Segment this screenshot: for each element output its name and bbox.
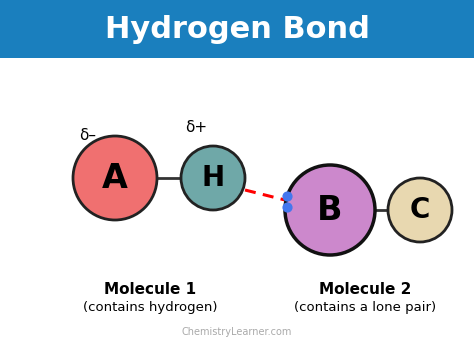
- Point: [283, 193, 291, 199]
- Circle shape: [285, 165, 375, 255]
- Text: H: H: [201, 164, 225, 192]
- Text: C: C: [410, 196, 430, 224]
- Circle shape: [181, 146, 245, 210]
- Text: δ+: δ+: [185, 120, 207, 135]
- Text: Molecule 1: Molecule 1: [104, 282, 196, 298]
- Circle shape: [388, 178, 452, 242]
- Bar: [0, 0, 474, 58]
- Text: A: A: [102, 161, 128, 195]
- Text: (contains hydrogen): (contains hydrogen): [83, 301, 217, 314]
- Text: Molecule 2: Molecule 2: [319, 282, 411, 298]
- Point: [283, 204, 291, 210]
- Text: ChemistryLearner.com: ChemistryLearner.com: [182, 327, 292, 337]
- Text: δ–: δ–: [80, 128, 97, 143]
- Text: Hydrogen Bond: Hydrogen Bond: [105, 14, 369, 43]
- Circle shape: [73, 136, 157, 220]
- Text: (contains a lone pair): (contains a lone pair): [294, 301, 436, 314]
- Text: B: B: [317, 194, 343, 226]
